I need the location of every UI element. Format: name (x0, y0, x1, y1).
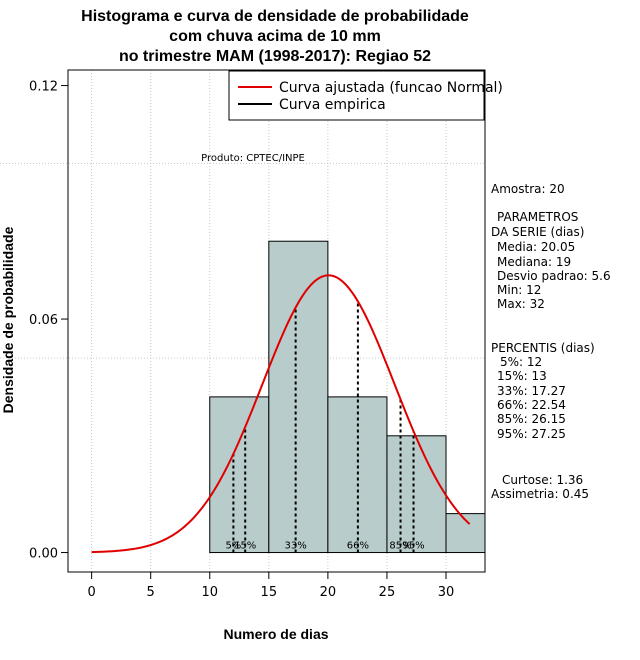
stat-max: Max: 32 (497, 297, 545, 311)
histogram-bar-2 (327, 396, 388, 554)
y-tick-label-2: 0.12 (29, 80, 58, 95)
legend-box (228, 70, 485, 121)
stat-desvio: Desvio padrao: 5.6 (497, 269, 611, 283)
chart-title-line-1: Histograma e curva de densidade de proba… (81, 8, 469, 25)
percentile-label-5: 95% (402, 541, 424, 552)
stat-assimetria: Assimetria: 0.45 (491, 487, 589, 501)
x-tick-label-6: 30 (438, 585, 455, 600)
percentile-label-3: 66% (347, 541, 369, 552)
y-tick-label-1: 0.06 (29, 313, 58, 328)
legend-label-normal: Curva ajustada (funcao Normal) (279, 80, 503, 96)
stat-params-title-2: DA SERIE (dias) (491, 225, 584, 239)
percentile-label-4: 85% (389, 541, 411, 552)
normal-curve (91, 274, 471, 554)
stat-p95: 95%: 27.25 (497, 427, 566, 441)
percentile-labels: 5%15% 33% 66% 85%95% (225, 541, 424, 552)
percentile-lines (232, 301, 415, 553)
histogram-bar-1 (268, 240, 329, 554)
x-tick-label-2: 10 (201, 585, 218, 600)
legend-label-empirical: Curva empirica (279, 97, 386, 113)
histogram-bar-0 (209, 396, 270, 554)
stat-p15: 15%: 13 (497, 369, 547, 383)
product-label: Produto: CPTEC/INPE (201, 153, 305, 164)
stat-curtose: Curtose: 1.36 (502, 473, 583, 487)
stat-amostra: Amostra: 20 (491, 182, 565, 196)
stat-params-title-1: PARAMETROS (497, 210, 578, 224)
x-tick-label-0: 0 (87, 585, 95, 600)
stat-media: Media: 20.05 (497, 240, 575, 254)
stat-p66: 66%: 22.54 (497, 398, 566, 412)
percentile-label-2: 33% (285, 541, 307, 552)
percentile-label-1: 15% (234, 541, 256, 552)
normal-curve-layer (91, 274, 471, 554)
stat-p85: 85%: 26.15 (497, 412, 566, 426)
y-axis: 0.00 0.06 0.12 (29, 80, 69, 562)
legend: Curva ajustada (funcao Normal) Curva emp… (228, 70, 503, 121)
stat-min: Min: 12 (497, 283, 541, 297)
stat-p33: 33%: 17.27 (497, 384, 566, 398)
stat-p5: 5%: 12 (500, 355, 542, 369)
x-axis-label: Numero de dias (223, 626, 328, 642)
x-axis: 0 5 10 15 20 25 30 (87, 571, 455, 600)
stat-percentis-title: PERCENTIS (dias) (491, 341, 595, 355)
histogram-bar-3 (386, 435, 447, 554)
histogram-bars (209, 240, 486, 554)
y-axis-label: Densidade de probabilidade (0, 226, 16, 413)
percentile-label-0: 5% (225, 541, 241, 552)
chart-title-line-3: no trimestre MAM (1998-2017): Regiao 52 (119, 48, 431, 65)
stat-mediana: Mediana: 19 (497, 255, 571, 269)
x-tick-label-3: 15 (261, 585, 278, 600)
histogram-bar-4 (445, 513, 486, 554)
x-tick-label-4: 20 (320, 585, 337, 600)
y-tick-label-0: 0.00 (29, 547, 58, 562)
x-tick-label-5: 25 (379, 585, 396, 600)
statistics-panel: Amostra: 20 PARAMETROS DA SERIE (dias) M… (491, 182, 611, 501)
x-tick-label-1: 5 (147, 585, 155, 600)
chart-title-line-2: com chuva acima de 10 mm (169, 28, 381, 45)
